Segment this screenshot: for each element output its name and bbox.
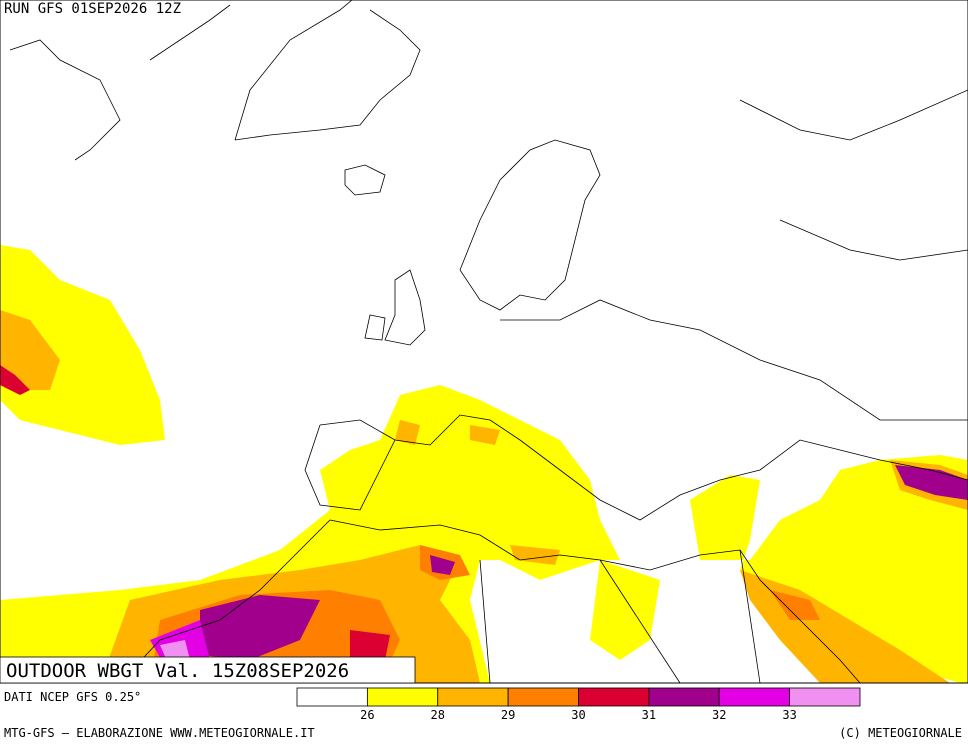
wbgt-field [0,245,968,683]
legend-tick-label: 33 [782,708,796,722]
legend-tick-label: 30 [571,708,585,722]
heat-area [200,595,320,660]
footer-left: MTG-GFS — ELABORAZIONE WWW.METEOGIORNALE… [4,726,315,740]
legend-swatch [437,687,509,707]
map-title: OUTDOOR WBGT Val. 15Z08SEP2026 [6,660,349,682]
legend-swatch [507,687,579,707]
legend-swatch [296,687,368,707]
heat-area [0,365,30,395]
scandinavia [459,139,601,311]
legend-swatch [366,687,439,707]
legend-swatch [718,687,791,707]
europe-coast [304,414,968,521]
heat-area [590,560,660,660]
heat-area [895,465,968,500]
canada-islands [9,4,231,161]
legend-swatch [578,687,650,707]
heat-area [395,420,420,445]
legend-tick-label: 28 [431,708,445,722]
title-box [0,656,416,684]
heat-area [0,310,60,390]
heat-area [770,590,820,620]
run-label: RUN GFS 01SEP2026 12Z [4,1,181,17]
legend-swatch [648,687,720,707]
coastlines [9,0,968,684]
footer-right: (C) METEOGIORNALE [839,726,962,740]
map-frame [0,0,968,684]
heat-area [350,630,390,660]
iceland [344,164,386,196]
legend-tick-label: 29 [501,708,515,722]
borders [479,89,968,684]
legend-tick-label: 32 [712,708,726,722]
heat-area [430,555,455,575]
heat-area [0,245,165,445]
heat-area [470,425,500,445]
source-label: DATI NCEP GFS 0.25° [4,690,141,704]
legend: 26 28 29 30 31 32 33 [296,687,861,722]
legend-tick-label: 26 [360,708,374,722]
british-isles [364,269,426,346]
legend-tick-label: 31 [642,708,656,722]
legend-swatch [789,687,861,707]
greenland [234,0,421,141]
africa-coast [119,519,861,684]
